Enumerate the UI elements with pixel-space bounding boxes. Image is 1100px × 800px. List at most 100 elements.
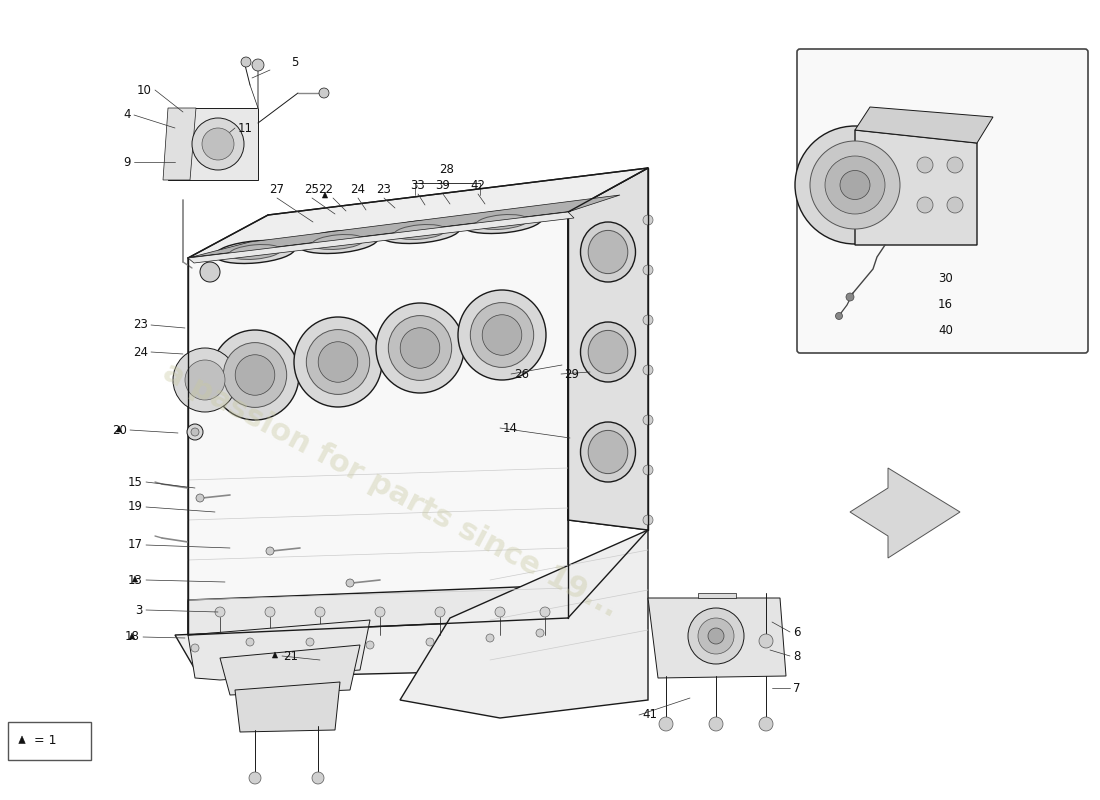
Ellipse shape — [588, 330, 628, 374]
Circle shape — [688, 608, 744, 664]
Circle shape — [644, 265, 653, 275]
Text: 23: 23 — [376, 183, 392, 196]
Circle shape — [540, 607, 550, 617]
Polygon shape — [188, 195, 620, 258]
Circle shape — [319, 88, 329, 98]
Circle shape — [266, 547, 274, 555]
Circle shape — [708, 628, 724, 644]
Circle shape — [265, 607, 275, 617]
Ellipse shape — [388, 315, 452, 380]
Ellipse shape — [840, 170, 870, 199]
Circle shape — [917, 157, 933, 173]
Ellipse shape — [306, 330, 370, 394]
Text: 5: 5 — [292, 57, 298, 70]
Circle shape — [947, 157, 962, 173]
Text: 25: 25 — [305, 183, 319, 196]
Ellipse shape — [381, 221, 460, 243]
Polygon shape — [132, 576, 138, 582]
Circle shape — [644, 515, 653, 525]
Polygon shape — [130, 633, 134, 639]
Circle shape — [191, 428, 199, 436]
Circle shape — [192, 118, 244, 170]
Polygon shape — [117, 426, 122, 432]
Text: 17: 17 — [128, 538, 143, 551]
Ellipse shape — [458, 290, 546, 380]
Polygon shape — [855, 107, 993, 143]
Text: 29: 29 — [564, 367, 579, 381]
Polygon shape — [400, 530, 648, 718]
Text: 41: 41 — [642, 709, 657, 722]
Circle shape — [644, 465, 653, 475]
Ellipse shape — [294, 317, 382, 407]
Text: 26: 26 — [514, 367, 529, 381]
Circle shape — [187, 424, 204, 440]
Circle shape — [644, 415, 653, 425]
Polygon shape — [568, 168, 648, 530]
Circle shape — [759, 634, 773, 648]
Text: 10: 10 — [138, 83, 152, 97]
Circle shape — [710, 717, 723, 731]
Text: 30: 30 — [938, 271, 953, 285]
Text: 33: 33 — [410, 179, 426, 192]
Circle shape — [306, 638, 313, 646]
Circle shape — [315, 607, 324, 617]
Text: 19: 19 — [128, 501, 143, 514]
Circle shape — [759, 717, 773, 731]
Text: 27: 27 — [270, 183, 285, 196]
Polygon shape — [163, 108, 196, 180]
Circle shape — [346, 579, 354, 587]
Polygon shape — [19, 736, 25, 743]
Circle shape — [246, 638, 254, 646]
Bar — [8, 722, 91, 760]
Circle shape — [191, 644, 199, 652]
Text: 39: 39 — [436, 179, 450, 192]
Text: 18: 18 — [125, 630, 140, 643]
Polygon shape — [568, 168, 648, 530]
Circle shape — [486, 634, 494, 642]
Text: 6: 6 — [793, 626, 801, 638]
Circle shape — [495, 607, 505, 617]
Circle shape — [196, 494, 204, 502]
Polygon shape — [698, 593, 736, 598]
Ellipse shape — [211, 330, 299, 420]
Ellipse shape — [376, 303, 464, 393]
Polygon shape — [850, 468, 960, 558]
Text: 4: 4 — [123, 109, 131, 122]
Ellipse shape — [476, 214, 528, 230]
Text: 24: 24 — [351, 183, 365, 196]
Text: 22: 22 — [318, 183, 333, 196]
Circle shape — [644, 315, 653, 325]
Circle shape — [947, 197, 962, 213]
Circle shape — [173, 348, 236, 412]
Circle shape — [644, 365, 653, 375]
Ellipse shape — [825, 156, 886, 214]
Text: 20: 20 — [112, 423, 126, 437]
Circle shape — [536, 629, 544, 637]
Polygon shape — [168, 108, 258, 180]
Text: = 1: = 1 — [34, 734, 56, 747]
Circle shape — [426, 638, 434, 646]
Circle shape — [846, 293, 854, 301]
Ellipse shape — [588, 430, 628, 474]
Ellipse shape — [581, 422, 636, 482]
Text: 9: 9 — [123, 155, 131, 169]
Ellipse shape — [581, 322, 636, 382]
Text: 21: 21 — [283, 650, 298, 662]
Ellipse shape — [588, 230, 628, 274]
Circle shape — [249, 772, 261, 784]
Polygon shape — [188, 212, 568, 635]
Text: 15: 15 — [128, 475, 143, 489]
Polygon shape — [855, 130, 977, 245]
Text: 28: 28 — [440, 163, 454, 176]
Circle shape — [214, 607, 225, 617]
Text: 42: 42 — [471, 179, 485, 192]
Ellipse shape — [298, 230, 378, 254]
Polygon shape — [273, 652, 277, 658]
Ellipse shape — [482, 314, 521, 355]
Text: a passion for parts since 19...: a passion for parts since 19... — [157, 358, 623, 622]
Polygon shape — [188, 620, 370, 680]
Ellipse shape — [235, 354, 275, 395]
Text: 24: 24 — [133, 346, 148, 358]
Circle shape — [434, 607, 446, 617]
Text: 11: 11 — [238, 122, 253, 134]
